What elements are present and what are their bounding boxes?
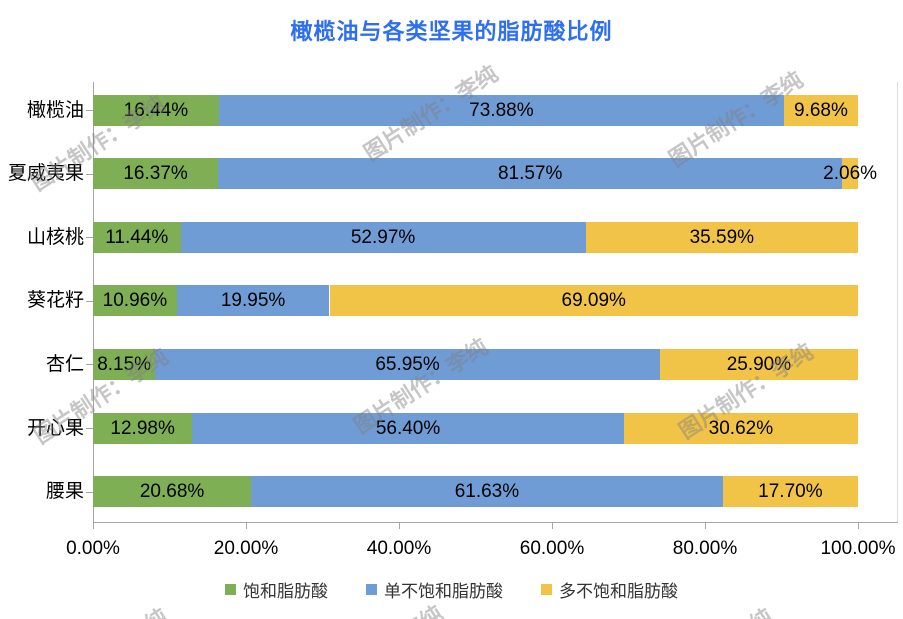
value-label: 2.06% [823, 163, 878, 184]
x-axis-tick-label: 80.00% [672, 538, 738, 559]
category-label: 杏仁 [45, 354, 84, 375]
bar-segment: 19.95% [176, 285, 330, 316]
bar-segment: 65.95% [155, 349, 660, 380]
bar-segment: 10.96% [93, 285, 177, 316]
y-axis-tick [86, 301, 93, 302]
y-axis-tick [86, 110, 93, 111]
bar-segment: 2.06% [823, 158, 877, 189]
x-axis-tick [552, 522, 553, 529]
bar-segment: 81.57% [218, 158, 843, 189]
bar-segment: 35.59% [585, 222, 858, 253]
y-axis-tick [86, 492, 93, 493]
bar-segment: 56.40% [192, 413, 624, 444]
value-label: 52.97% [350, 227, 416, 248]
x-axis-tick-label: 60.00% [519, 538, 585, 559]
value-label: 73.88% [469, 100, 534, 121]
bar-segment: 8.15% [93, 349, 156, 380]
legend-item: 饱和脂肪酸 [225, 577, 328, 602]
legend: 饱和脂肪酸 单不饱和脂肪酸 多不饱和脂肪酸 [0, 577, 903, 602]
legend-label: 饱和脂肪酸 [243, 582, 328, 601]
chart-title: 橄榄油与各类坚果的脂肪酸比例 [290, 19, 613, 44]
value-label: 16.44% [123, 100, 189, 121]
bar-segment: 73.88% [218, 95, 784, 126]
x-axis-tick [399, 522, 400, 529]
value-label: 16.37% [123, 163, 188, 184]
value-label: 19.95% [220, 290, 286, 311]
x-axis-tick [246, 522, 247, 529]
category-label: 橄榄油 [26, 100, 84, 121]
legend-item: 多不饱和脂肪酸 [541, 577, 678, 602]
x-axis-tick-label: 40.00% [366, 538, 432, 559]
value-label: 9.68% [794, 100, 848, 121]
x-axis-tick-label: 100.00% [820, 538, 896, 559]
watermark-text: 图片制作：李纯 [27, 600, 174, 619]
bar-segment: 52.97% [180, 222, 586, 253]
legend-swatch-icon [541, 584, 552, 595]
bar-segment: 12.98% [93, 413, 193, 444]
bar-segment: 16.37% [93, 158, 219, 189]
bar-segment: 9.68% [783, 95, 858, 126]
bar-segment: 20.68% [93, 476, 252, 507]
value-label: 8.15% [97, 354, 152, 375]
value-label: 56.40% [375, 418, 441, 439]
value-label: 35.59% [689, 227, 755, 248]
bar-segment: 11.44% [93, 222, 181, 253]
bar-segment: 61.63% [251, 476, 723, 507]
value-label: 65.95% [375, 354, 440, 375]
bar-segment: 25.90% [659, 349, 858, 380]
plot-right-border [897, 82, 898, 522]
y-axis-tick [86, 237, 93, 238]
bar-segment: 16.44% [93, 95, 219, 126]
watermark-text: 图片制作：李纯 [632, 600, 779, 619]
value-label: 11.44% [105, 227, 169, 248]
y-axis-tick [86, 174, 93, 175]
bar-segment: 17.70% [722, 476, 859, 507]
bar-segment: 30.62% [623, 413, 858, 444]
value-label: 81.57% [497, 163, 563, 184]
legend-item: 单不饱和脂肪酸 [366, 577, 503, 602]
value-label: 30.62% [708, 418, 774, 439]
legend-label: 单不饱和脂肪酸 [384, 582, 503, 601]
category-label: 开心果 [26, 418, 84, 439]
category-label: 腰果 [45, 481, 84, 502]
x-axis-line [93, 522, 898, 523]
value-label: 25.90% [726, 354, 792, 375]
x-axis-tick [705, 522, 706, 529]
x-axis-tick [858, 522, 859, 529]
legend-swatch-icon [366, 584, 377, 595]
legend-label: 多不饱和脂肪酸 [559, 582, 678, 601]
y-axis-tick [86, 364, 93, 365]
x-axis-tick-label: 20.00% [213, 538, 279, 559]
legend-swatch-icon [225, 584, 236, 595]
value-label: 10.96% [102, 290, 168, 311]
bar-segment: 69.09% [329, 285, 858, 316]
category-label: 葵花籽 [26, 290, 84, 311]
value-label: 20.68% [139, 481, 205, 502]
value-label: 17.70% [758, 481, 823, 502]
x-axis-tick-label: 0.00% [66, 538, 120, 559]
value-label: 12.98% [110, 418, 175, 439]
value-label: 69.09% [561, 290, 626, 311]
category-label: 山核桃 [26, 227, 84, 248]
x-axis-tick [93, 522, 94, 529]
value-label: 61.63% [454, 481, 520, 502]
category-label: 夏威夷果 [7, 163, 84, 184]
y-axis-tick [86, 428, 93, 429]
